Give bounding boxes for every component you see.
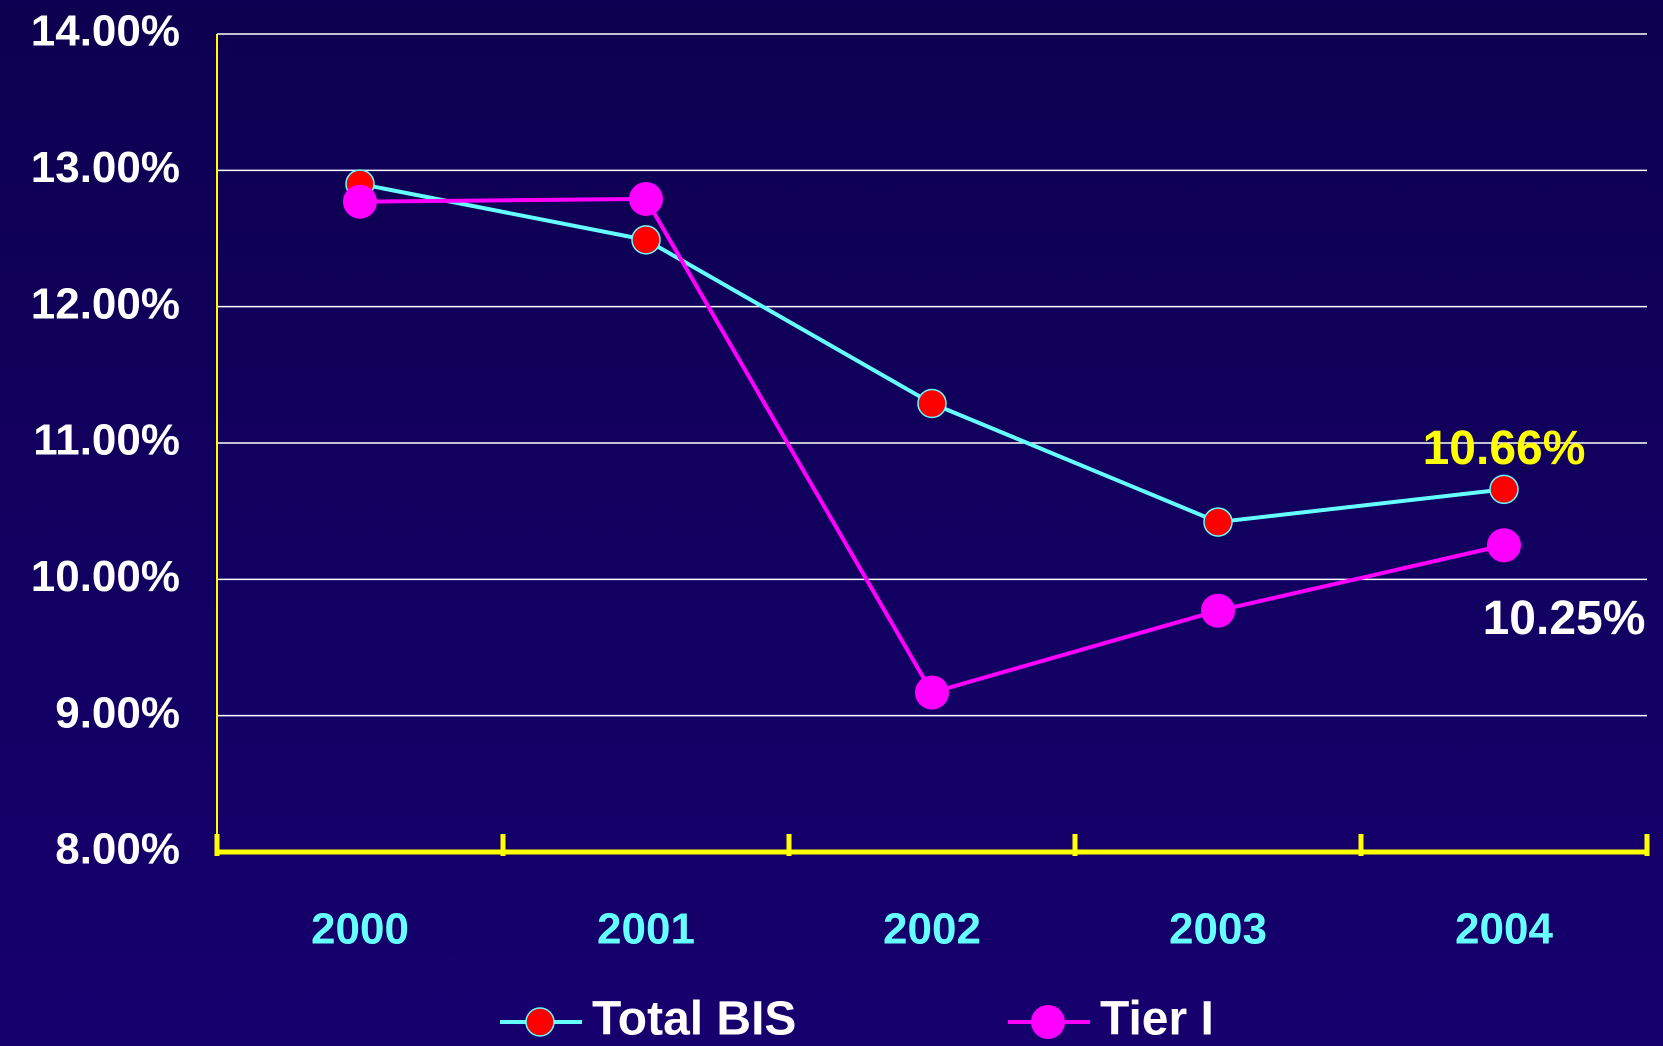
point-marker — [915, 675, 949, 710]
data-label: 10.66% — [1423, 422, 1586, 475]
y-tick-label: 13.00% — [31, 143, 180, 192]
legend-label: Total BIS — [592, 993, 796, 1046]
legend-label: Tier I — [1100, 993, 1214, 1046]
legend-marker — [525, 1007, 555, 1037]
point-marker — [1489, 474, 1519, 505]
x-tick-label: 2000 — [311, 905, 409, 954]
point-marker — [1201, 593, 1235, 628]
y-tick-label: 8.00% — [55, 825, 180, 874]
x-tick-label: 2003 — [1169, 905, 1267, 954]
y-tick-label: 11.00% — [33, 416, 180, 465]
point-marker — [343, 184, 377, 219]
legend-marker — [1031, 1005, 1065, 1039]
series-line — [359, 196, 1505, 695]
point-marker — [629, 181, 663, 216]
point-marker — [1203, 507, 1233, 537]
y-tick-label: 10.00% — [31, 552, 180, 601]
x-tick-label: 2002 — [883, 905, 981, 954]
point-marker — [1487, 528, 1521, 563]
series-line — [359, 182, 1505, 525]
x-tick-label: 2004 — [1455, 905, 1553, 954]
data-label: 10.25% — [1483, 592, 1646, 645]
y-tick-label: 14.00% — [31, 7, 180, 56]
point-marker — [917, 388, 947, 419]
y-tick-label: 9.00% — [55, 688, 180, 737]
x-tick-label: 2001 — [597, 905, 695, 954]
y-tick-label: 12.00% — [31, 279, 180, 328]
point-marker — [631, 225, 661, 255]
